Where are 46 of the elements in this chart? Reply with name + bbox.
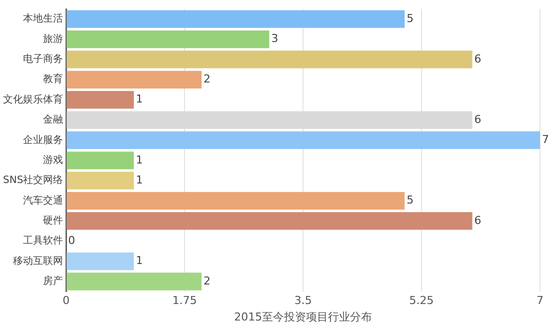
y-tick-label: 本地生活	[23, 12, 64, 25]
data-label: 1	[136, 173, 143, 186]
data-label: 6	[474, 52, 482, 66]
y-tick-label: 旅游	[43, 32, 64, 45]
y-tick-label: 房产	[43, 275, 64, 288]
y-tick-label: 文化娱乐体育	[3, 93, 64, 106]
y-tick-label: 移动互联网	[13, 254, 64, 267]
bar	[66, 212, 472, 230]
data-label: 2	[204, 72, 211, 86]
x-tick-label: 7	[536, 294, 544, 308]
bar	[66, 91, 134, 109]
x-tick-label: 1.75	[172, 294, 197, 308]
bar	[66, 70, 202, 88]
y-tick-label: 硬件	[43, 216, 64, 227]
bar	[66, 272, 202, 290]
bar	[66, 152, 134, 170]
y-tick-label: 电子商务	[23, 53, 64, 66]
data-label: 6	[474, 112, 482, 126]
y-tick-label: 汽车交通	[23, 194, 64, 206]
bar	[66, 131, 540, 150]
data-label: 5	[406, 12, 414, 25]
bar	[66, 172, 134, 190]
y-tick-label: 金融	[43, 114, 64, 126]
bar	[66, 10, 405, 28]
data-label: 1	[136, 153, 143, 166]
bar	[66, 252, 134, 270]
bar	[66, 30, 270, 48]
x-tick-label: 5.25	[409, 294, 434, 308]
bar	[66, 50, 472, 68]
data-label: 6	[474, 214, 482, 227]
y-tick-label: SNS社交网络	[2, 174, 64, 186]
x-tick-label: 3.5	[294, 294, 312, 308]
y-tick-label: 工具软件	[23, 234, 64, 247]
y-tick-label: 游戏	[43, 154, 64, 166]
y-tick-label: 教育	[43, 73, 64, 86]
data-label: 0	[68, 234, 76, 247]
x-axis-title: 2015至今投资项目行业分布	[234, 310, 372, 324]
x-tick-label: 0	[62, 294, 70, 308]
data-label: 2	[204, 274, 211, 288]
data-label: 1	[136, 92, 143, 106]
data-label: 5	[406, 194, 414, 207]
bar	[66, 192, 405, 210]
y-tick-label: 企业服务	[23, 134, 64, 146]
data-label: 1	[136, 254, 143, 268]
data-label: 7	[542, 133, 549, 146]
data-label: 3	[271, 32, 278, 46]
